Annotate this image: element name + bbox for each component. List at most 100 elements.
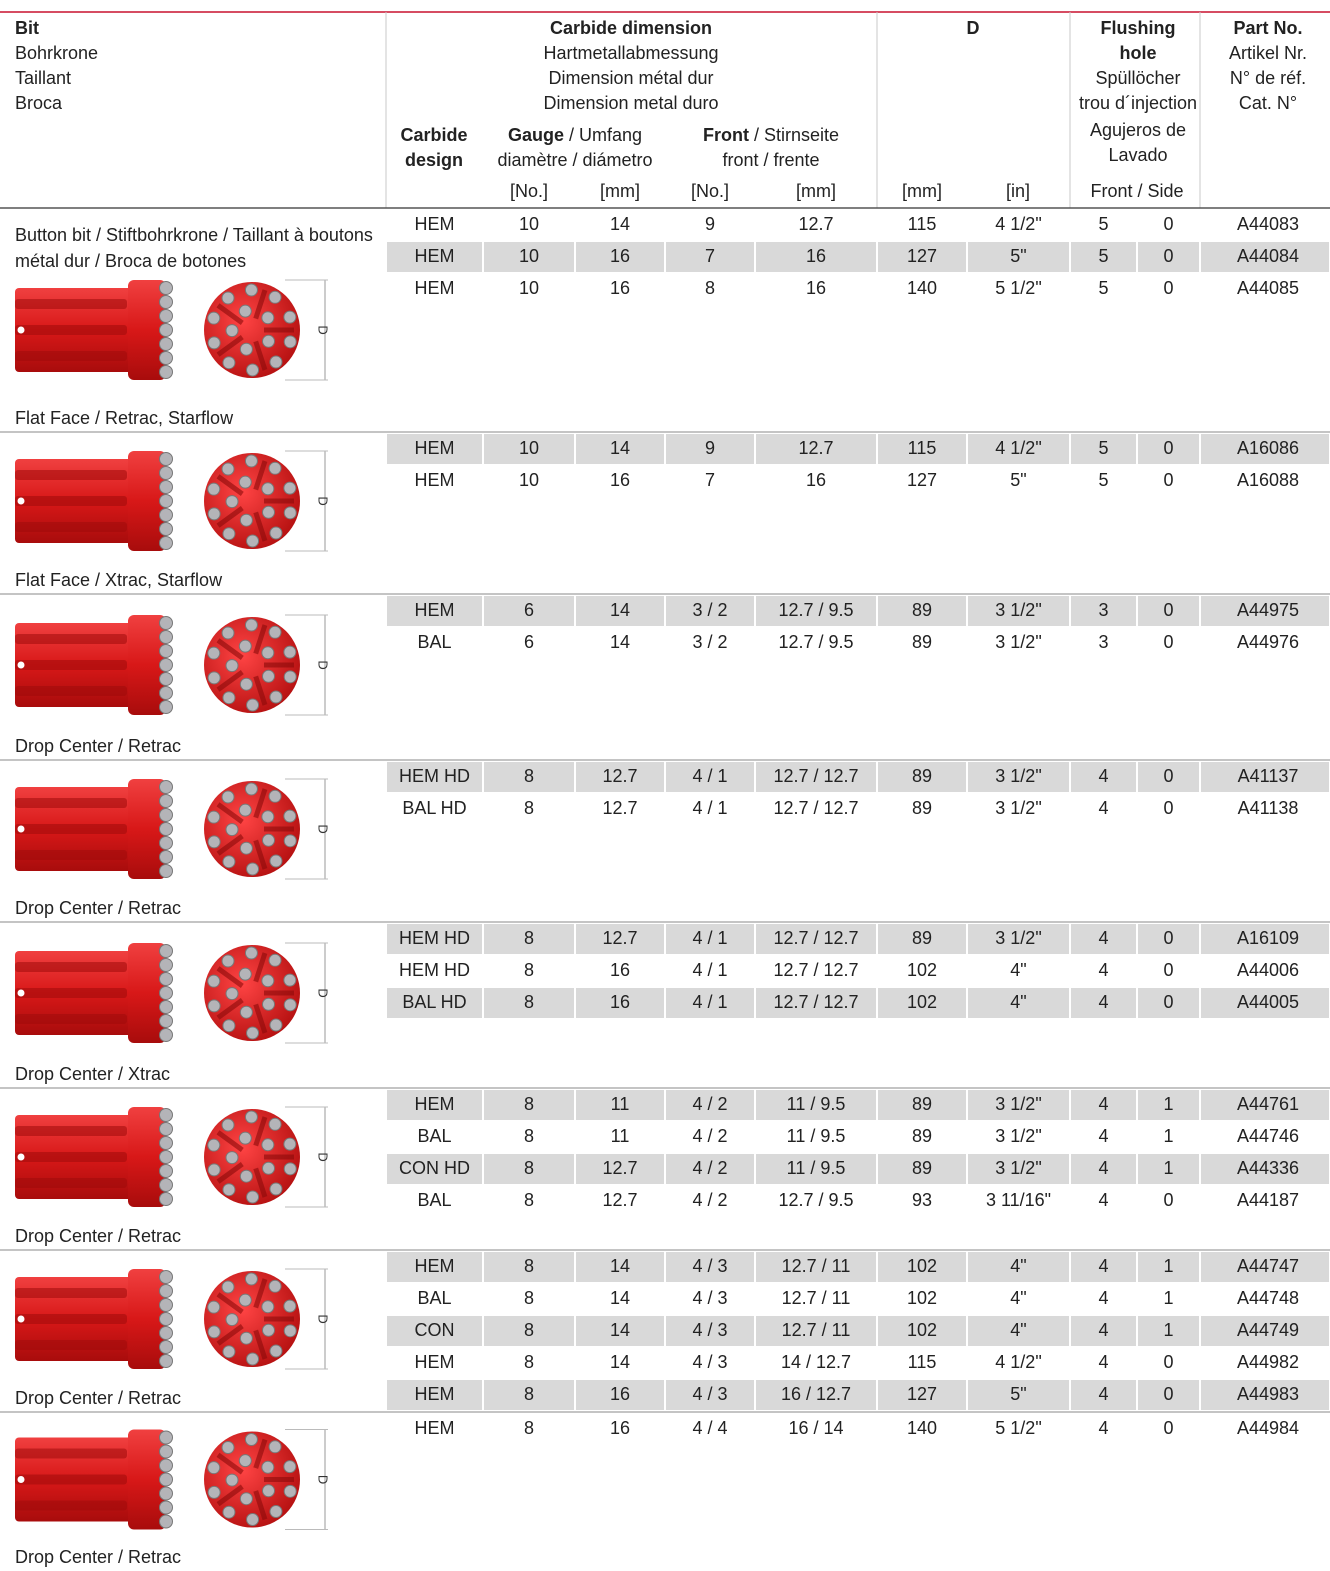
row-shading: [1138, 1090, 1199, 1120]
row-shading: [1071, 988, 1136, 1018]
row-shading: [968, 1252, 1069, 1282]
bit-illustration: D: [15, 1429, 331, 1530]
table-cell: 5": [1010, 470, 1027, 490]
bit-button: [244, 283, 258, 297]
table-cell: 4: [1098, 798, 1109, 818]
header-text: / Umfang: [563, 125, 643, 145]
table-cell: 16: [805, 278, 827, 298]
row-shading: [756, 924, 876, 954]
bit-button: [261, 646, 275, 660]
table-cell: A41138: [1237, 798, 1299, 818]
bit-button: [159, 1444, 173, 1459]
row-shading: [1138, 596, 1199, 626]
table-cell: 127: [906, 470, 938, 490]
header-unit: [mm]: [796, 181, 836, 201]
bit-flush-groove: [253, 460, 268, 491]
table-cell: 3 1/2": [995, 632, 1042, 652]
table-cell: A44084: [1236, 246, 1300, 266]
table-cell: 3: [1098, 600, 1109, 620]
bit-groove: [15, 1178, 127, 1188]
table-cell: 0: [1163, 766, 1174, 786]
table-cell: 12.7 / 9.5: [778, 600, 854, 620]
bit-face: [204, 453, 300, 549]
bit-flush-groove: [253, 511, 268, 542]
bit-button: [283, 998, 297, 1012]
bit-groove: [15, 850, 127, 860]
table-cell: 89: [911, 798, 933, 818]
bit-button: [244, 946, 258, 960]
table-cell: 93: [911, 1190, 933, 1210]
table-cell: 12.7 / 9.5: [778, 632, 854, 652]
row-shading: [1201, 762, 1329, 792]
dimension-label: D: [316, 1152, 331, 1161]
section-caption: Drop Center / Retrac: [15, 1547, 182, 1567]
table-cell: 3 1/2": [995, 600, 1042, 620]
bit-flush-groove: [253, 675, 268, 706]
header-unit: [No.]: [509, 181, 549, 201]
row-shading: [1201, 1316, 1329, 1346]
table-cell: 4 / 2: [692, 1094, 728, 1114]
row-shading: [666, 1252, 754, 1282]
bit-button: [246, 1190, 260, 1204]
header-carbide-design: design: [404, 150, 464, 170]
bit-button: [238, 304, 252, 318]
row-shading: [1138, 988, 1199, 1018]
bit-illustration: D: [15, 1268, 331, 1370]
table-cell: 102: [906, 960, 938, 980]
row-shading: [576, 242, 664, 272]
bit-head: [128, 1269, 166, 1369]
table-cell: HEM HD: [399, 766, 470, 786]
bit-button: [262, 669, 276, 683]
table-cell: 115: [907, 438, 937, 458]
table-cell: 89: [911, 1094, 933, 1114]
bit-notch: [17, 326, 25, 334]
header-part-no: Part No.: [1233, 18, 1303, 38]
bit-illustration: D: [15, 778, 331, 880]
bit-flush-groove: [253, 624, 268, 655]
bit-groove: [15, 1314, 127, 1324]
row-shading: [387, 1316, 482, 1346]
dimension-label: D: [316, 496, 331, 505]
bit-button: [239, 1492, 253, 1506]
bit-button: [207, 1138, 221, 1152]
bit-button: [159, 1122, 173, 1136]
bit-button: [269, 1018, 283, 1032]
bit-groove: [15, 1288, 127, 1298]
row-shading: [756, 1154, 876, 1184]
bit-flush-groove: [216, 638, 244, 660]
row-shading: [1138, 924, 1199, 954]
table-cell: 4: [1098, 1288, 1109, 1308]
bit-groove: [15, 351, 127, 361]
table-cell: 4 1/2": [995, 438, 1042, 458]
table-cell: 14: [609, 214, 631, 234]
table-cell: 16: [609, 470, 631, 490]
bit-flush-groove: [216, 670, 244, 692]
table-cell: 14: [609, 600, 631, 620]
bit-button: [238, 967, 252, 981]
bit-button: [159, 1472, 173, 1487]
table-cell: 4: [1098, 1158, 1109, 1178]
bit-button: [222, 527, 236, 541]
table-cell: 3 / 2: [692, 632, 728, 652]
table-cell: 11 / 9.5: [786, 1126, 846, 1146]
table-cell: 6: [523, 632, 535, 652]
row-shading: [1071, 1154, 1136, 1184]
table-cell: HEM: [414, 246, 455, 266]
section-caption: Drop Center / Xtrac: [15, 1064, 171, 1084]
bit-button: [159, 1298, 173, 1312]
header-carbide-design: Carbide: [400, 125, 468, 145]
bit-flush-groove: [216, 1324, 244, 1346]
header-carbide: Carbide dimension: [549, 18, 713, 38]
header-front: front / frente: [722, 150, 820, 170]
table-cell: 89: [911, 1126, 933, 1146]
bit-button: [159, 1340, 173, 1354]
bit-illustration: D: [15, 942, 331, 1044]
row-shading: [666, 924, 754, 954]
header-bit: Bohrkrone: [15, 43, 99, 63]
table-cell: BAL: [417, 1288, 452, 1308]
table-cell: 140: [906, 278, 938, 298]
section-caption: Drop Center / Retrac: [15, 1388, 182, 1408]
bit-button: [239, 1169, 253, 1183]
bit-button: [159, 630, 173, 644]
